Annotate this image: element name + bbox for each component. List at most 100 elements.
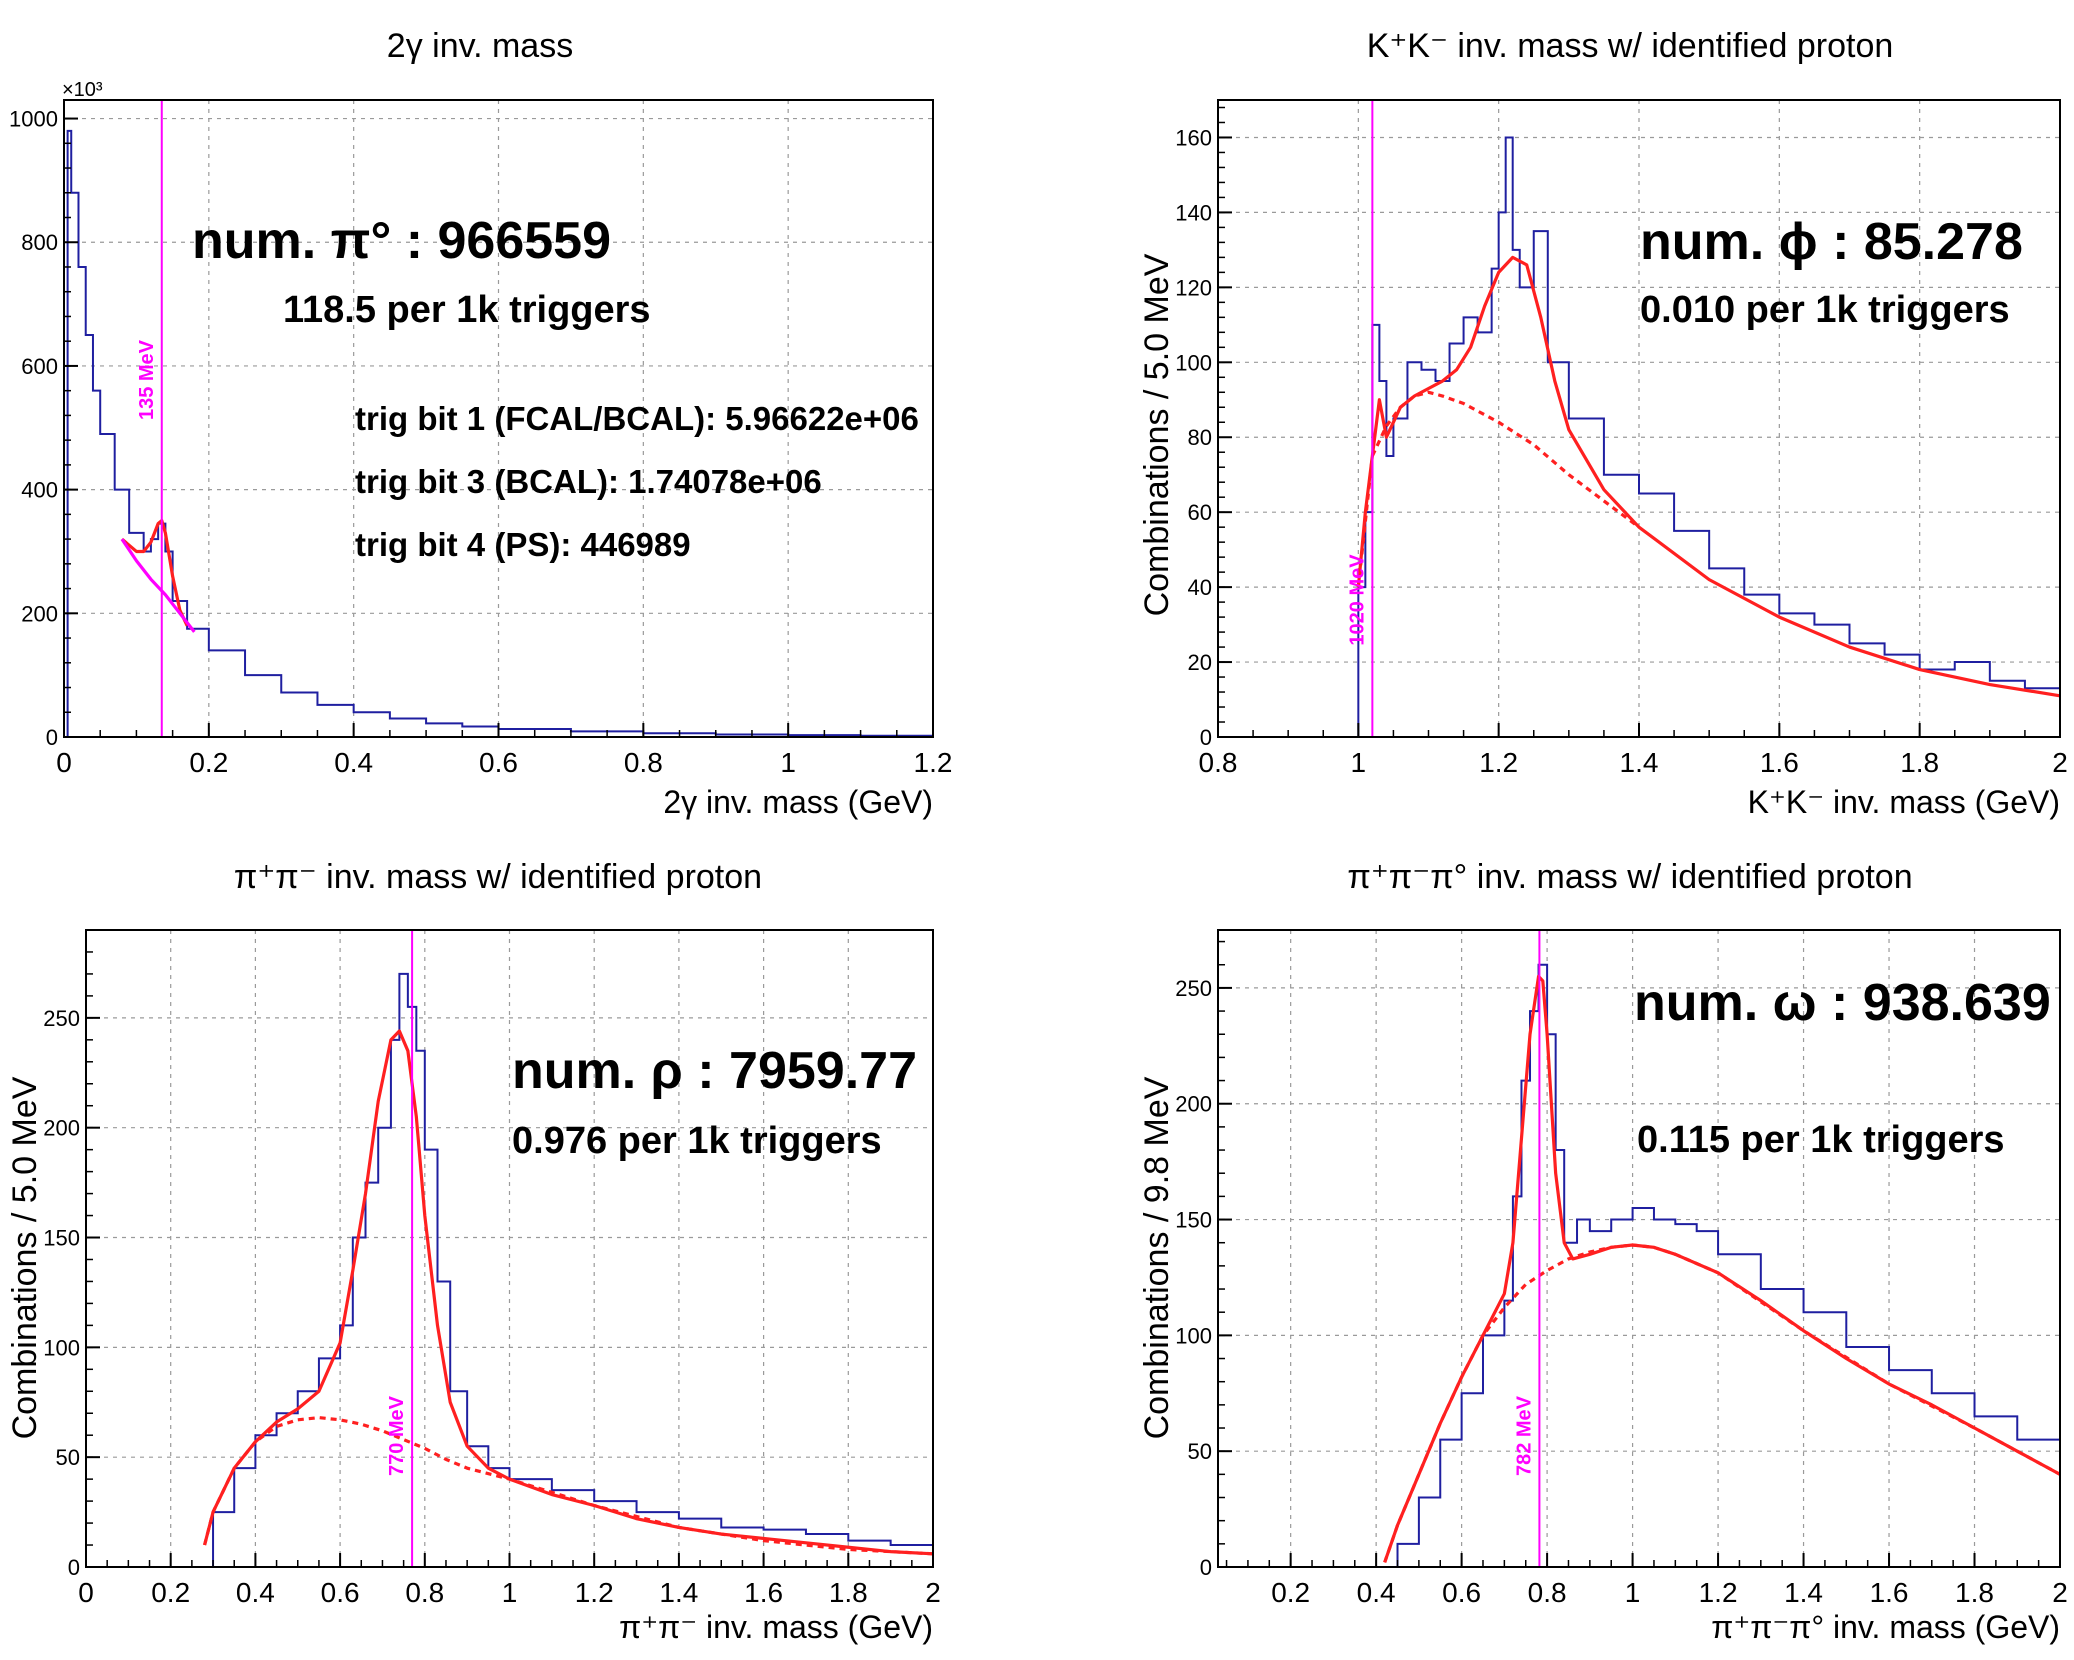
y-tick-label: 150 [43, 1226, 80, 1251]
mass-marker: 135 MeV [136, 100, 163, 737]
grid [64, 100, 933, 737]
x-axis-label: 2γ inv. mass (GeV) [663, 784, 933, 820]
y-tick-label: 80 [1188, 425, 1212, 450]
rate-annotation: 0.115 per 1k triggers [1637, 1119, 2005, 1161]
data-series [203, 972, 934, 1568]
x-tick-label: 0.8 [1528, 1577, 1567, 1608]
y-tick-label: 0 [46, 725, 58, 750]
y-tick-label: 250 [43, 1006, 80, 1031]
count-annotation: num. π° : 966559 [192, 212, 611, 270]
chart-title: π⁺π⁻π° inv. mass w/ identified proton [1347, 858, 1912, 896]
axes: 0 0.2 0.4 0.6 0.8 1 1.2 1.4 1.6 1.8 2 0 50 100 150 200 2… [43, 929, 941, 1608]
y-tick-label: 160 [1175, 125, 1212, 150]
x-tick-label: 1.2 [914, 747, 953, 778]
axes: 0.2 0.4 0.6 0.8 1 1.2 1.4 1.6 1.8 2 0 50 100 150 200 25… [1175, 940, 2068, 1608]
y-tick-label: 0 [1200, 1555, 1212, 1580]
y-tick-label: 600 [21, 354, 58, 379]
x-tick-label: 1.2 [1699, 1577, 1738, 1608]
x-tick-label: 2 [925, 1577, 941, 1608]
rate-annotation: 0.976 per 1k triggers [512, 1120, 882, 1162]
panel-kk: K⁺K⁻ inv. mass w/ identified proton Comb… [1138, 27, 2068, 820]
background-fit-curve [1383, 1243, 2061, 1563]
rate-annotation: 118.5 per 1k triggers [283, 289, 651, 331]
grid [1218, 100, 2060, 737]
y-tick-label: 60 [1188, 500, 1212, 525]
x-tick-label: 1 [780, 747, 796, 778]
x-tick-label: 0.4 [334, 747, 373, 778]
count-annotation: num. ω : 938.639 [1634, 974, 2051, 1032]
y-tick-label: 1000 [9, 107, 58, 132]
y-tick-label: 250 [1175, 976, 1212, 1001]
trigger-bit1-annotation: trig bit 1 (FCAL/BCAL): 5.96622e+06 [355, 400, 919, 437]
chart-title: π⁺π⁻ inv. mass w/ identified proton [234, 858, 762, 896]
chart-title: 2γ inv. mass [387, 27, 573, 65]
y-axis-label: Combinations / 5.0 MeV [1138, 253, 1176, 616]
x-tick-label: 1.2 [1479, 747, 1518, 778]
panel-pipi: π⁺π⁻ inv. mass w/ identified proton Comb… [6, 858, 941, 1645]
y-tick-label: 800 [21, 230, 58, 255]
x-tick-label: 0.6 [1442, 1577, 1481, 1608]
total-fit-curve [1383, 974, 2061, 1563]
x-tick-label: 0.4 [236, 1577, 275, 1608]
panel-2gamma: 2γ inv. mass ×10³ 135 MeV 0 0.2 0.4 0.6 0.8 1… [9, 27, 952, 820]
y-tick-label: 200 [43, 1116, 80, 1141]
x-axis-label: π⁺π⁻π° inv. mass (GeV) [1711, 1609, 2060, 1645]
x-tick-label: 1.6 [744, 1577, 783, 1608]
mass-marker: 782 MeV [1513, 930, 1541, 1567]
x-tick-label: 1.4 [1620, 747, 1659, 778]
background-fit-curve [120, 538, 196, 633]
trigger-bit4-annotation: trig bit 4 (PS): 446989 [355, 526, 691, 563]
rate-annotation: 0.010 per 1k triggers [1640, 289, 2010, 331]
total-fit-curve [1356, 255, 2061, 698]
y-tick-label: 120 [1175, 275, 1212, 300]
marker-label: 1020 MeV [1346, 554, 1368, 646]
histogram-series [204, 972, 934, 1568]
y-tick-label: 400 [21, 478, 58, 503]
histogram-series [1351, 136, 2061, 738]
x-tick-label: 1.6 [1760, 747, 1799, 778]
trigger-bit3-annotation: trig bit 3 (BCAL): 1.74078e+06 [355, 463, 822, 500]
count-annotation: num. ρ : 7959.77 [512, 1042, 917, 1100]
x-tick-label: 1.4 [659, 1577, 698, 1608]
count-annotation: num. ϕ : 85.278 [1640, 213, 2023, 271]
x-tick-label: 0.6 [321, 1577, 360, 1608]
x-tick-label: 1.6 [1870, 1577, 1909, 1608]
x-tick-label: 1.4 [1784, 1577, 1823, 1608]
x-tick-label: 1 [1625, 1577, 1641, 1608]
x-tick-label: 0 [78, 1577, 94, 1608]
panel-pipipi0: π⁺π⁻π° inv. mass w/ identified proton Co… [1138, 858, 2068, 1645]
x-tick-label: 2 [2052, 1577, 2068, 1608]
y-tick-label: 100 [1175, 1323, 1212, 1348]
y-axis-label: Combinations / 5.0 MeV [6, 1076, 44, 1439]
x-tick-label: 1.8 [1900, 747, 1939, 778]
histogram-series [65, 129, 934, 738]
y-tick-label: 40 [1188, 575, 1212, 600]
x-tick-label: 1 [502, 1577, 518, 1608]
x-tick-label: 0.6 [479, 747, 518, 778]
axes: 0 0.2 0.4 0.6 0.8 1 1.2 0 200 400 600 800 1000 [9, 107, 952, 778]
x-tick-label: 0.2 [1271, 1577, 1310, 1608]
x-axis-label: π⁺π⁻ inv. mass (GeV) [619, 1609, 933, 1645]
histogram-series [1384, 963, 2061, 1568]
x-tick-label: 1.8 [829, 1577, 868, 1608]
x-tick-label: 1.8 [1955, 1577, 1994, 1608]
y-tick-label: 100 [1175, 350, 1212, 375]
x-tick-label: 0.2 [189, 747, 228, 778]
y-tick-label: 50 [56, 1445, 80, 1470]
y-axis-label: Combinations / 9.8 MeV [1138, 1076, 1176, 1439]
x-axis-label: K⁺K⁻ inv. mass (GeV) [1748, 784, 2060, 820]
x-tick-label: 2 [2052, 747, 2068, 778]
data-series [1351, 136, 2061, 738]
x-tick-label: 0 [56, 747, 72, 778]
y-tick-label: 150 [1175, 1208, 1212, 1233]
y-multiplier-label: ×10³ [62, 79, 103, 101]
total-fit-curve [120, 518, 189, 627]
background-fit-curve [1356, 390, 1640, 588]
y-tick-label: 200 [21, 601, 58, 626]
x-tick-label: 0.2 [151, 1577, 190, 1608]
y-tick-label: 100 [43, 1335, 80, 1360]
marker-label: 135 MeV [136, 339, 158, 420]
data-series [1383, 963, 2061, 1568]
